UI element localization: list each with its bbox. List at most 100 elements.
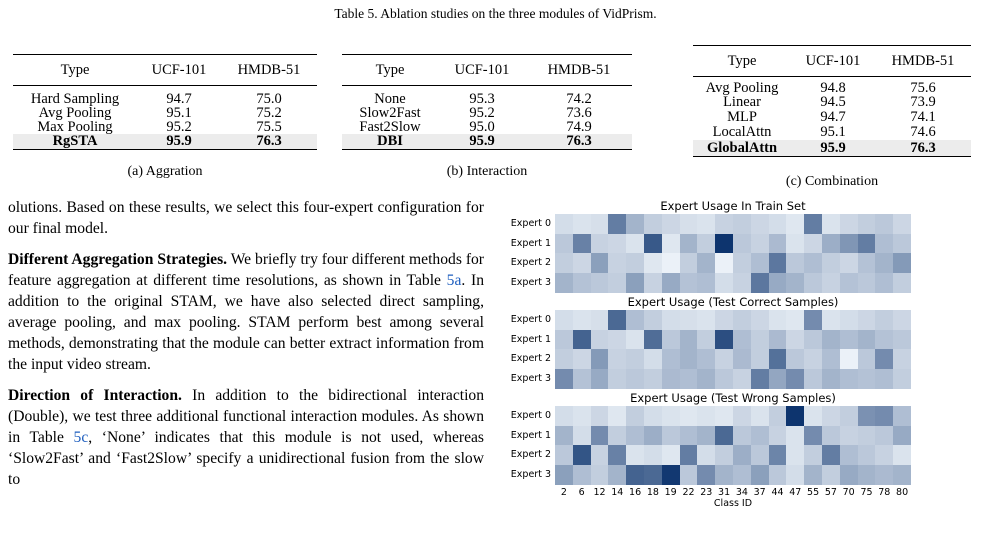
heatmap-cell <box>697 310 716 330</box>
heatmap-cell <box>875 214 894 234</box>
heatmap-cell <box>679 368 698 389</box>
heatmap-cell <box>661 329 681 350</box>
heatmap-cell <box>750 329 770 350</box>
heatmap-cell <box>572 214 592 234</box>
heatmap-cell <box>697 425 716 446</box>
heatmap-cell <box>839 464 859 485</box>
table-cell-best: 95.9 <box>469 133 495 150</box>
table-caption: Table 5. Ablation studies on the three m… <box>334 6 657 21</box>
heatmap-row-label: Expert 2 <box>510 257 551 268</box>
heatmap-cell <box>822 349 841 369</box>
heatmap-cell <box>661 349 681 369</box>
heatmap-cell <box>733 310 752 330</box>
heatmap-cell <box>555 464 574 485</box>
heatmap-cell <box>555 233 574 254</box>
heatmap-cell <box>697 406 716 426</box>
heatmap-cell <box>644 272 663 293</box>
table-ref-link[interactable]: 5c <box>73 429 89 446</box>
heatmap-cell <box>590 406 609 426</box>
heatmap-cell <box>679 406 698 426</box>
table-cell: 75.5 <box>256 118 282 135</box>
heatmap-cell <box>768 272 787 293</box>
heatmap-cell <box>644 214 663 234</box>
column-header: Type <box>727 53 757 69</box>
table-ref-link[interactable]: 5a <box>446 272 462 289</box>
heatmap-cell <box>893 329 912 350</box>
heatmap-cell <box>572 406 592 426</box>
heatmap-cell <box>822 272 841 293</box>
heatmap-title: Expert Usage (Test Correct Samples) <box>627 295 839 309</box>
table-cell: Hard Sampling <box>30 90 120 107</box>
heatmap-x-tick: 44 <box>771 487 784 498</box>
heatmap-cell <box>555 310 574 330</box>
heatmap-x-tick: 14 <box>611 487 624 498</box>
heatmap-cell <box>857 445 876 465</box>
heatmap-cell <box>661 233 681 254</box>
table-cell: 74.2 <box>566 90 592 107</box>
heatmap-cell <box>679 233 698 254</box>
heatmap-cell <box>875 310 894 330</box>
paragraph-text: In addition to the bidirectional interac… <box>8 387 485 446</box>
column-header: Type <box>60 62 90 78</box>
heatmap-cell <box>644 425 663 446</box>
heatmap-cell <box>804 214 823 234</box>
heatmap-title: Expert Usage (Test Wrong Samples) <box>630 391 836 405</box>
heatmap-cell <box>590 349 609 369</box>
table-cell: None <box>374 90 406 107</box>
heatmap-cell <box>590 445 609 465</box>
heatmap-cell <box>768 349 787 369</box>
heatmap-cell <box>608 253 627 273</box>
heatmap-cell <box>839 445 859 465</box>
subcaption-b: (b) Interaction <box>446 164 528 179</box>
heatmap-cell <box>839 253 859 273</box>
heatmap-cell <box>715 368 734 389</box>
heatmap-cell <box>572 272 592 293</box>
table-cell: 73.6 <box>566 104 592 121</box>
heatmap-cell <box>857 349 876 369</box>
heatmap-cell <box>644 233 663 254</box>
table-cell: 94.7 <box>820 109 846 125</box>
heatmap-cell <box>875 464 894 485</box>
heatmap-cell <box>750 406 770 426</box>
table-cell: Fast2Slow <box>359 118 421 135</box>
heatmap-cell <box>608 272 627 293</box>
heatmap-row-label: Expert 2 <box>510 353 551 364</box>
heatmap-cell <box>875 425 894 446</box>
heatmap-cell <box>786 425 805 446</box>
heatmap-cell <box>875 253 894 273</box>
heatmap-cell <box>555 272 574 293</box>
heatmap-cell <box>786 272 805 293</box>
table-cell-best: 76.3 <box>566 133 592 150</box>
heatmap-title: Expert Usage In Train Set <box>660 199 806 213</box>
column-header: UCF-101 <box>454 62 510 78</box>
column-header: HMDB-51 <box>237 62 301 78</box>
heatmap-cell <box>626 425 645 446</box>
heatmap-cell <box>786 214 805 234</box>
heatmap-cell <box>804 272 823 293</box>
heatmap-cell <box>733 233 752 254</box>
heatmap-cell <box>733 445 752 465</box>
heatmap-x-tick: 55 <box>807 487 820 498</box>
table-cell: Avg Pooling <box>38 104 112 121</box>
heatmap-cell <box>786 310 805 330</box>
table-cell: Slow2Fast <box>359 104 421 121</box>
heatmap-cell <box>893 445 912 465</box>
heatmap-cell <box>697 349 716 369</box>
heatmap-cell <box>715 406 734 426</box>
heatmap-cell <box>786 253 805 273</box>
heatmap-cell <box>608 368 627 389</box>
heatmap-cell <box>768 425 787 446</box>
heatmap-cell <box>715 349 734 369</box>
heatmap-cell <box>608 445 627 465</box>
heatmap-cell <box>733 368 752 389</box>
heatmap-cell <box>839 368 859 389</box>
heatmap-cell <box>893 425 912 446</box>
heatmap-cell <box>661 445 681 465</box>
heatmap-cell <box>786 445 805 465</box>
heatmap-cell <box>893 272 912 293</box>
table-cell: 94.7 <box>166 90 192 107</box>
heatmap-cell <box>644 406 663 426</box>
heatmap-cell <box>768 464 787 485</box>
heatmap-x-tick: 75 <box>860 487 873 498</box>
heatmap-cell <box>857 368 876 389</box>
